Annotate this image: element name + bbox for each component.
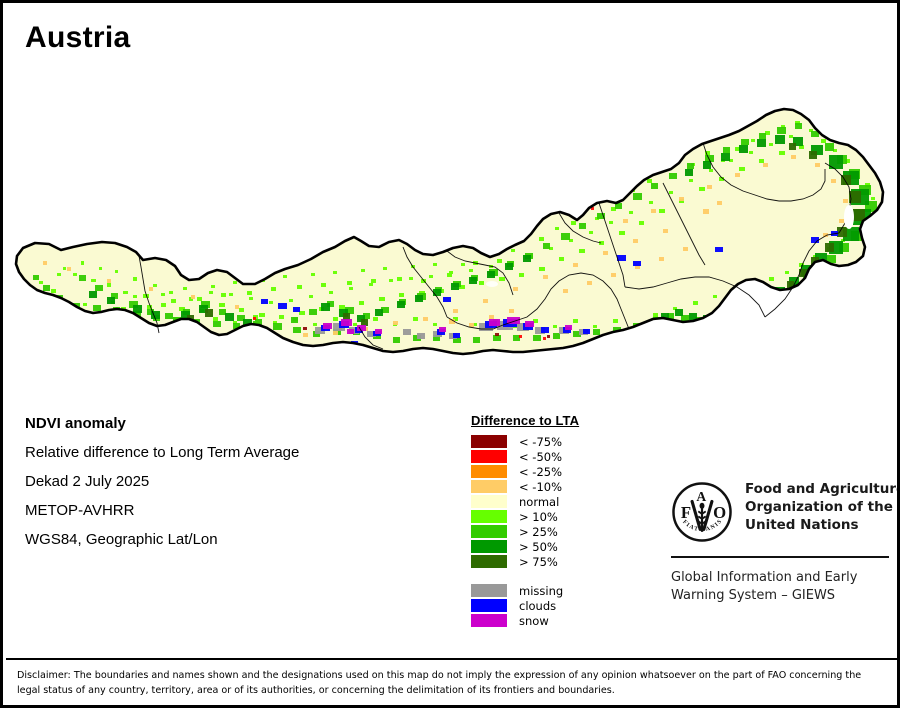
legend-swatch-snow: [471, 614, 507, 627]
meta-period: Dekad 2 July 2025: [25, 473, 150, 490]
giews-line-1: Global Information and Early: [671, 570, 858, 585]
legend-label-missing: missing: [519, 583, 564, 598]
legend-swatch-gt-10: [471, 510, 507, 523]
map-legend: Difference to LTA < -75% < -50% < -25% <…: [471, 413, 579, 628]
fao-programme: Global Information and Early Warning Sys…: [671, 569, 891, 605]
legend-label-lt-50: < -50%: [519, 449, 563, 464]
legend-label-gt-25: > 25%: [519, 524, 558, 539]
legend-swatch-lt-75: [471, 435, 507, 448]
legend-label-normal: normal: [519, 494, 560, 509]
legend-item[interactable]: > 75%: [471, 554, 579, 569]
fao-organization-name: Food and Agriculture Organization of the…: [745, 481, 900, 534]
disclaimer-divider: [6, 658, 897, 660]
legend-swatch-lt-50: [471, 450, 507, 463]
legend-label-snow: snow: [519, 613, 549, 628]
legend-label-clouds: clouds: [519, 598, 557, 613]
legend-item[interactable]: > 10%: [471, 509, 579, 524]
fao-org-line-2: Organization of the: [745, 498, 893, 515]
legend-item[interactable]: missing: [471, 583, 579, 598]
fao-org-line-1: Food and Agriculture: [745, 481, 900, 497]
legend-swatch-missing: [471, 584, 507, 597]
legend-item[interactable]: < -75%: [471, 434, 579, 449]
legend-swatch-gt-25: [471, 525, 507, 538]
legend-swatch-lt-10: [471, 480, 507, 493]
legend-item[interactable]: normal: [471, 494, 579, 509]
legend-swatch-lt-25: [471, 465, 507, 478]
legend-item[interactable]: > 50%: [471, 539, 579, 554]
legend-label-lt-10: < -10%: [519, 479, 563, 494]
legend-label-lt-25: < -25%: [519, 464, 563, 479]
legend-item[interactable]: > 25%: [471, 524, 579, 539]
fao-branding: F A O FIAT PANIS Food and: [671, 481, 897, 605]
legend-item[interactable]: clouds: [471, 598, 579, 613]
meta-description: Relative difference to Long Term Average: [25, 444, 300, 461]
austria-map-svg[interactable]: [3, 51, 897, 371]
meta-sensor: METOP-AVHRR: [25, 502, 135, 519]
fao-org-line-3: United Nations: [745, 516, 859, 533]
legend-label-gt-10: > 10%: [519, 509, 558, 524]
legend-swatch-gt-75: [471, 555, 507, 568]
legend-item[interactable]: < -50%: [471, 449, 579, 464]
legend-spacer: [471, 569, 579, 583]
legend-swatch-normal: [471, 495, 507, 508]
fao-divider: [671, 556, 889, 558]
legend-title: Difference to LTA: [471, 413, 580, 428]
legend-label-gt-50: > 50%: [519, 539, 558, 554]
map-canvas[interactable]: [3, 51, 897, 371]
legend-swatch-clouds: [471, 599, 507, 612]
fao-logo-icon: F A O FIAT PANIS: [672, 482, 732, 542]
meta-product: NDVI anomaly: [25, 415, 126, 432]
legend-label-gt-75: > 75%: [519, 554, 558, 569]
fao-header: F A O FIAT PANIS Food and: [671, 481, 897, 543]
disclaimer-text: Disclaimer: The boundaries and names sho…: [17, 670, 862, 697]
legend-item[interactable]: < -25%: [471, 464, 579, 479]
svg-text:A: A: [696, 489, 706, 504]
svg-text:F: F: [681, 503, 691, 522]
svg-text:O: O: [713, 503, 726, 522]
map-metadata: NDVI anomaly Relative difference to Long…: [25, 416, 299, 561]
legend-swatch-gt-50: [471, 540, 507, 553]
giews-line-2: Warning System – GIEWS: [671, 587, 836, 603]
page-title: Austria: [25, 21, 131, 54]
legend-label-lt-75: < -75%: [519, 434, 563, 449]
legend-item[interactable]: snow: [471, 613, 579, 628]
meta-projection: WGS84, Geographic Lat/Lon: [25, 531, 218, 548]
legend-item[interactable]: < -10%: [471, 479, 579, 494]
